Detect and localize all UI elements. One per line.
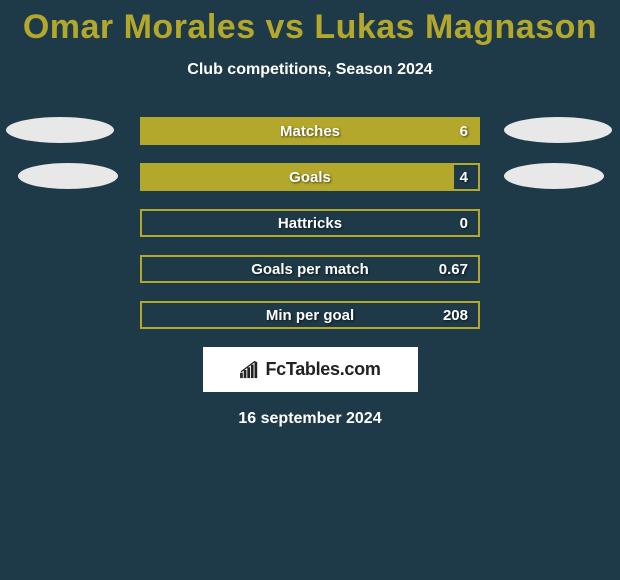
stat-row-goals: Goals 4: [140, 163, 480, 191]
comparison-chart: Matches 6 Goals 4 Hattricks 0 Goals per …: [0, 117, 620, 329]
stat-label: Matches: [142, 119, 478, 143]
stat-value: 4: [460, 165, 468, 189]
stat-label: Hattricks: [142, 211, 478, 235]
comparison-title: Omar Morales vs Lukas Magnason: [0, 0, 620, 47]
comparison-subtitle: Club competitions, Season 2024: [0, 61, 620, 79]
marker-ellipse: [6, 117, 114, 143]
logo-text: FcTables.com: [265, 359, 380, 380]
stat-value: 6: [460, 119, 468, 143]
stat-row-hattricks: Hattricks 0: [140, 209, 480, 237]
fctables-logo: FcTables.com: [203, 347, 418, 392]
stat-label: Goals: [142, 165, 478, 189]
stat-value: 0: [460, 211, 468, 235]
stat-label: Goals per match: [142, 257, 478, 281]
marker-ellipse: [18, 163, 118, 189]
marker-ellipse: [504, 163, 604, 189]
stat-value: 0.67: [439, 257, 468, 281]
marker-ellipse: [504, 117, 612, 143]
bar-chart-icon: [239, 361, 261, 379]
stat-value: 208: [443, 303, 468, 327]
stat-row-goals-per-match: Goals per match 0.67: [140, 255, 480, 283]
report-date: 16 september 2024: [0, 410, 620, 428]
player-right-markers: [504, 117, 614, 209]
player-left-markers: [6, 117, 116, 209]
stat-row-matches: Matches 6: [140, 117, 480, 145]
stat-bars: Matches 6 Goals 4 Hattricks 0 Goals per …: [140, 117, 480, 329]
stat-row-min-per-goal: Min per goal 208: [140, 301, 480, 329]
stat-label: Min per goal: [142, 303, 478, 327]
